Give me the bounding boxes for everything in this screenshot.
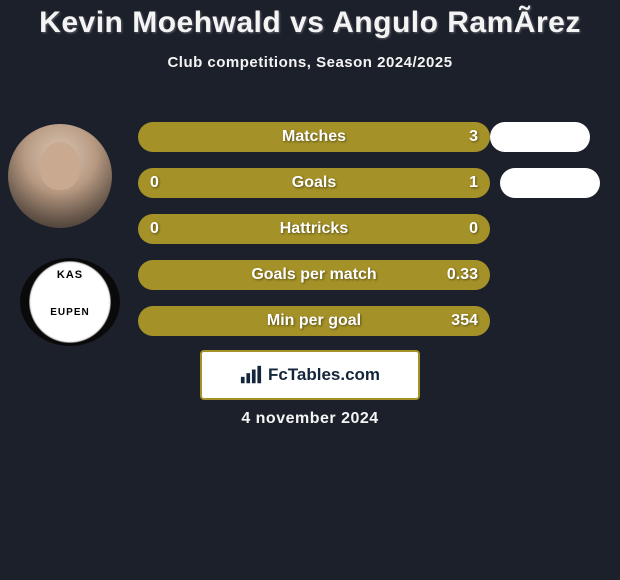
attribution-badge: FcTables.com	[200, 350, 420, 400]
stat-bar: Hattricks0 0	[138, 214, 490, 244]
stat-label: Goals	[138, 168, 490, 198]
stat-label: Hattricks	[138, 214, 490, 244]
club-badge-bottom: EUPEN	[50, 307, 89, 318]
player-photo	[8, 124, 112, 228]
stat-bar: Min per goal354	[138, 306, 490, 336]
overflow-pill	[490, 122, 590, 152]
stat-right-value: 0.33	[447, 260, 478, 290]
stat-label: Min per goal	[138, 306, 490, 336]
stat-right-value: 3	[469, 122, 478, 152]
stat-bar: Goals per match0.33	[138, 260, 490, 290]
stat-bars: Matches3Goals01Hattricks00Goals per matc…	[138, 122, 490, 352]
overflow-pill	[500, 168, 600, 198]
stat-right-value: 354	[451, 306, 478, 336]
page-title: Kevin Moehwald vs Angulo RamÃrez	[0, 0, 620, 40]
stat-label: Goals per match	[138, 260, 490, 290]
attribution-text: FcTables.com	[268, 365, 380, 385]
stat-bar: Goals0 1	[138, 168, 490, 198]
stat-left-value: 0	[150, 168, 159, 198]
stat-right-value: 1	[469, 168, 478, 198]
stat-left-value: 0	[150, 214, 159, 244]
subtitle: Club competitions, Season 2024/2025	[0, 54, 620, 71]
comparison-card: Kevin Moehwald vs Angulo RamÃrez Club co…	[0, 0, 620, 580]
bar-chart-icon	[240, 365, 262, 385]
date-text: 4 november 2024	[0, 410, 620, 428]
club-badge: KAS EUPEN	[20, 258, 120, 346]
avatars-column: KAS EUPEN	[8, 124, 120, 346]
stat-right-value: 0	[469, 214, 478, 244]
stat-label: Matches	[138, 122, 490, 152]
club-badge-top: KAS	[57, 269, 83, 281]
stat-bar: Matches3	[138, 122, 490, 152]
